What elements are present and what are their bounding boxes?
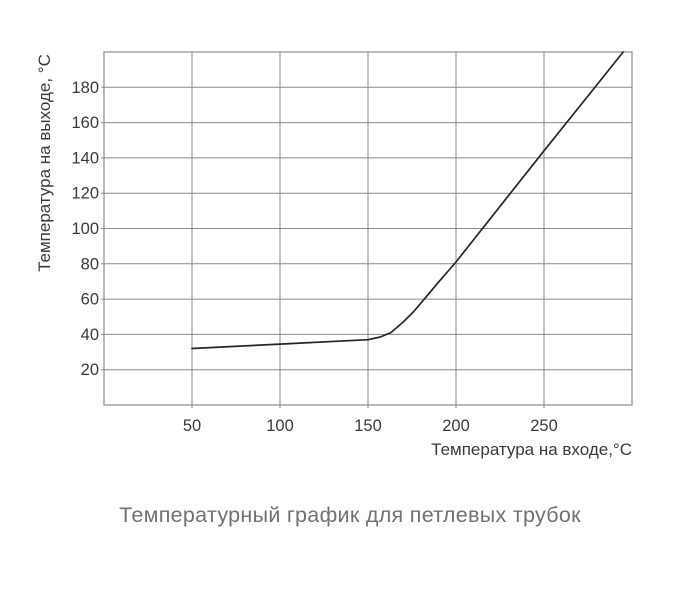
plot-border	[103, 51, 633, 406]
y-tick-label: 20	[81, 361, 99, 379]
y-tick-label: 140	[71, 149, 99, 167]
y-tick-label: 60	[81, 291, 99, 309]
x-axis-label: Температура на входе,°С	[431, 440, 632, 459]
y-tick-label: 120	[71, 185, 99, 203]
y-tick-label: 180	[71, 79, 99, 97]
x-tick-label: 50	[183, 417, 201, 435]
y-axis-label: Температура на выходе, °С	[35, 54, 54, 272]
data-line	[191, 51, 625, 350]
x-tick-label: 100	[266, 417, 294, 435]
x-tick-label: 150	[354, 417, 382, 435]
x-tick-label: 250	[530, 417, 558, 435]
chart-plot-area: 50 100 150 200 250 20 40 60 80 100 120 140 160 180	[71, 51, 633, 435]
y-tick-label: 80	[81, 255, 99, 273]
x-tick-label: 200	[442, 417, 470, 435]
y-tick-label: 100	[71, 220, 99, 238]
y-tick-label: 40	[81, 326, 99, 344]
figure-caption: Температурный график для петлевых трубок	[119, 503, 581, 527]
y-tick-label: 160	[71, 114, 99, 132]
